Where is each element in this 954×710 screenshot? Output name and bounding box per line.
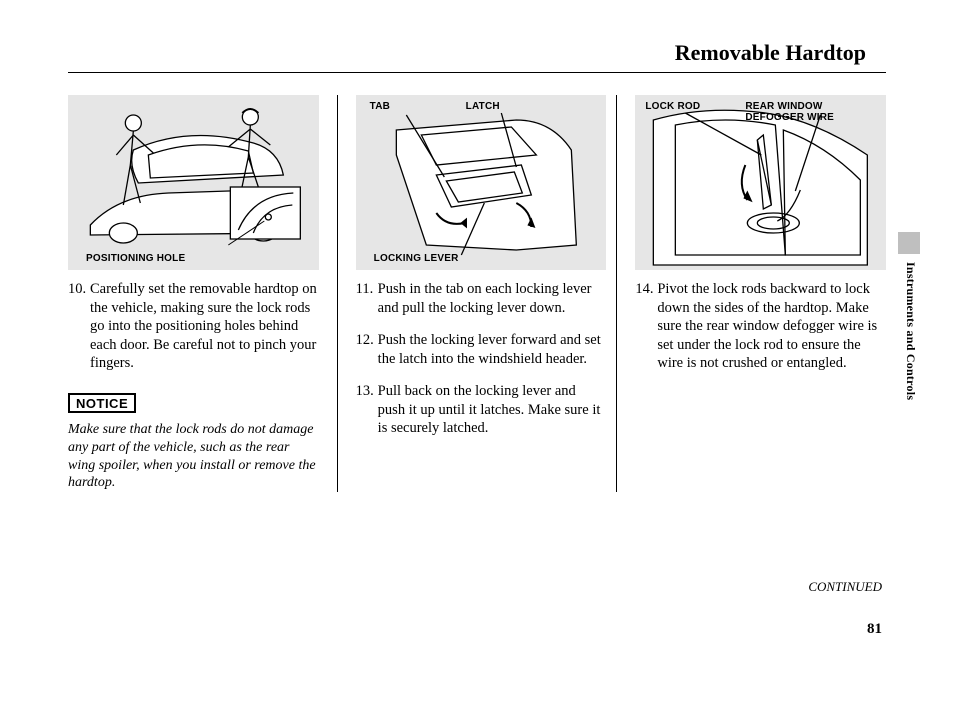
label-positioning-hole: POSITIONING HOLE [86, 253, 185, 264]
step-14: 14. Pivot the lock rods backward to lock… [635, 280, 886, 373]
page-title: Removable Hardtop [675, 40, 866, 66]
continued-label: CONTINUED [808, 579, 882, 595]
steps-col3: 14. Pivot the lock rods backward to lock… [635, 280, 886, 373]
figure-1: POSITIONING HOLE [68, 95, 319, 270]
side-tab [898, 232, 920, 254]
step-num: 12. [356, 331, 378, 368]
step-text: Pull back on the locking lever and push … [378, 382, 607, 438]
step-13: 13. Pull back on the locking lever and p… [356, 382, 607, 438]
step-10: 10. Carefully set the removable hardtop … [68, 280, 319, 373]
notice-label: NOTICE [68, 393, 136, 413]
title-row: Removable Hardtop [48, 40, 906, 66]
steps-col2: 11. Push in the tab on each locking leve… [356, 280, 607, 438]
label-latch: LATCH [466, 101, 500, 112]
label-lock-rod: LOCK ROD [645, 101, 700, 112]
figure-2: TAB LATCH LOCKING LEVER [356, 95, 607, 270]
step-num: 10. [68, 280, 90, 373]
horizontal-rule [68, 72, 886, 73]
label-rear-window-defogger-wire: REAR WINDOW DEFOGGER WIRE [745, 101, 855, 123]
manual-page: Removable Hardtop [0, 0, 954, 710]
step-text: Push in the tab on each locking lever an… [378, 280, 607, 317]
step-num: 11. [356, 280, 378, 317]
steps-col1: 10. Carefully set the removable hardtop … [68, 280, 319, 373]
step-text: Pivot the lock rods backward to lock dow… [657, 280, 886, 373]
step-11: 11. Push in the tab on each locking leve… [356, 280, 607, 317]
step-text: Push the locking lever forward and set t… [378, 331, 607, 368]
figure-1-illustration [68, 95, 319, 270]
notice-text: Make sure that the lock rods do not dama… [68, 421, 319, 493]
step-num: 13. [356, 382, 378, 438]
step-num: 14. [635, 280, 657, 373]
step-12: 12. Push the locking lever forward and s… [356, 331, 607, 368]
label-locking-lever: LOCKING LEVER [374, 253, 459, 264]
page-number: 81 [867, 621, 882, 638]
side-section-label: Instruments and Controls [903, 262, 918, 400]
column-2: TAB LATCH LOCKING LEVER 11. Push in the … [337, 95, 617, 492]
step-text: Carefully set the removable hardtop on t… [90, 280, 319, 373]
figure-3: LOCK ROD REAR WINDOW DEFOGGER WIRE [635, 95, 886, 270]
figure-2-illustration [356, 95, 607, 270]
content-columns: POSITIONING HOLE 10. Carefully set the r… [48, 95, 906, 492]
label-tab: TAB [370, 101, 390, 112]
column-3: LOCK ROD REAR WINDOW DEFOGGER WIRE 14. P… [616, 95, 886, 492]
column-1: POSITIONING HOLE 10. Carefully set the r… [68, 95, 337, 492]
